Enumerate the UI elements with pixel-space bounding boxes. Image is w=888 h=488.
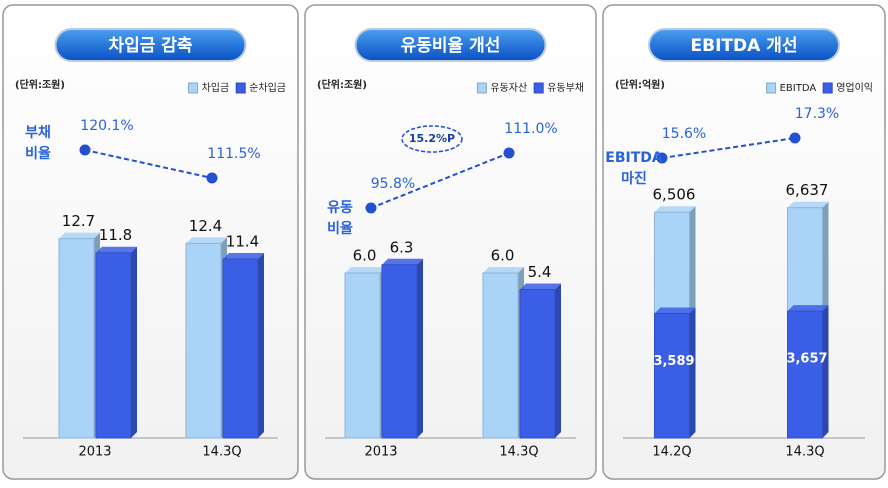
value-label: 3,589 (653, 354, 694, 369)
legend-swatch (533, 82, 544, 94)
bar-top (654, 206, 696, 213)
value-label: 12.7 (62, 212, 95, 230)
bar (519, 289, 556, 439)
bar-top (654, 307, 696, 314)
line-label: 비율 (327, 220, 353, 237)
ratio-label: 15.6% (662, 126, 706, 142)
ratio-line (84, 149, 213, 179)
bar-top (787, 201, 829, 208)
legend-label: 유동부채 (547, 82, 584, 94)
ratio-label: 111.0% (504, 121, 557, 137)
bar-side (822, 305, 829, 438)
ratio-line (370, 152, 510, 209)
bar-top (787, 305, 829, 312)
bar (344, 272, 381, 439)
legend-swatch (766, 82, 777, 94)
x-tick-label: 2013 (364, 445, 397, 460)
x-tick-label: 14.3Q (202, 445, 241, 460)
annotation: 15.2%P (409, 132, 455, 145)
unit-label: (단위:조원) (15, 78, 65, 91)
unit-label: (단위:조원) (317, 78, 367, 91)
value-label: 6.0 (353, 247, 377, 265)
title-pill (54, 28, 247, 62)
x-tick-label: 2013 (78, 445, 111, 460)
ratio-label: 120.1% (80, 118, 133, 134)
ratio-point (206, 172, 218, 184)
bar (222, 258, 259, 439)
line-label: EBITDA (605, 150, 663, 166)
legend-swatch (476, 82, 487, 94)
bar (381, 264, 418, 439)
ratio-point (503, 147, 515, 159)
title-pill (354, 28, 547, 62)
bar-side (689, 307, 696, 438)
unit-label: (단위:억원) (615, 78, 665, 91)
annotation-oval (401, 125, 463, 153)
bar (58, 238, 95, 439)
bar (185, 242, 222, 439)
bar-side (258, 253, 264, 438)
bar-top (96, 246, 137, 253)
legend-label: 영업이익 (836, 81, 873, 94)
value-label: 12.4 (189, 217, 222, 235)
line-label: 비율 (25, 145, 51, 162)
value-label: 11.8 (99, 226, 132, 244)
x-tick-label: 14.2Q (652, 445, 691, 460)
ratio-point (79, 144, 91, 156)
chart-title: 차입금 감축 (108, 36, 192, 56)
bar-side (131, 246, 137, 438)
legend-label: 차입금 (202, 81, 230, 94)
value-label: 6.0 (491, 247, 515, 265)
bar-side (555, 283, 561, 438)
ratio-point (789, 132, 801, 144)
ratio-line (661, 137, 796, 159)
bar-top (520, 283, 561, 290)
x-tick-label: 14.3Q (785, 445, 824, 460)
value-label: 6,506 (653, 186, 696, 204)
bar-top (345, 267, 386, 273)
bar (95, 252, 132, 439)
value-label: 3,657 (786, 352, 827, 367)
legend-swatch (822, 82, 833, 94)
value-label: 11.4 (226, 233, 259, 251)
bar (482, 272, 519, 439)
bar-side (417, 258, 423, 438)
ratio-label: 95.8% (371, 176, 415, 192)
legend-label: EBITDA (780, 83, 817, 94)
ratio-point (656, 152, 668, 164)
line-label: 마진 (621, 170, 647, 187)
ratio-label: 17.3% (795, 106, 839, 122)
title-pill (648, 28, 840, 62)
ratio-label: 111.5% (207, 146, 260, 162)
legend-swatch (188, 82, 199, 94)
chart-title: 유동비율 개선 (401, 36, 501, 56)
legend-swatch (235, 82, 246, 94)
bar-top (483, 267, 524, 273)
bar-top (382, 258, 423, 265)
value-label: 6,637 (786, 181, 829, 199)
bar-top (186, 237, 227, 244)
line-label: 부채 (25, 125, 51, 141)
chart-title: EBITDA 개선 (691, 36, 798, 56)
ratio-point (365, 202, 377, 214)
bar-top (223, 253, 264, 260)
legend-label: 순차입금 (249, 81, 286, 94)
value-label: 6.3 (390, 238, 414, 256)
bar (654, 312, 690, 439)
legend-label: 유동자산 (490, 82, 527, 94)
value-label: 5.4 (528, 263, 552, 281)
bar (787, 310, 823, 439)
line-label: 유동 (327, 200, 353, 216)
panel (602, 4, 886, 480)
x-tick-label: 14.3Q (499, 445, 538, 460)
bar-top (59, 232, 100, 239)
